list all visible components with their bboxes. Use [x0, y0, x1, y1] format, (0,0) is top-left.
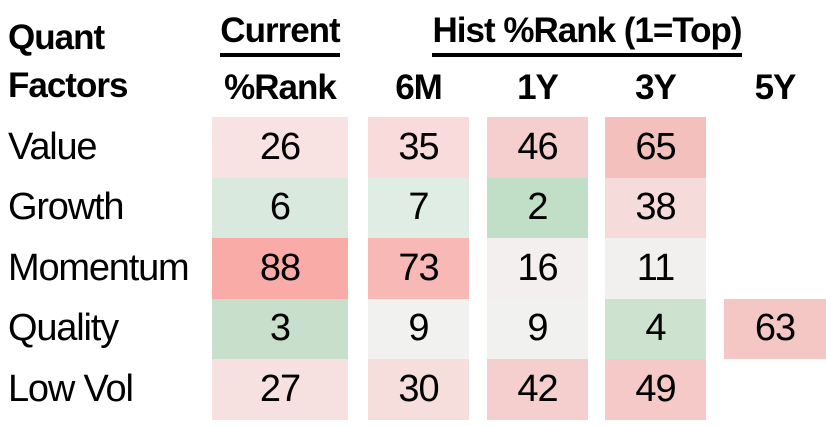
heatmap-cell-quality-6m: 9 [368, 298, 469, 359]
heatmap-cell-growth-1y: 2 [487, 177, 588, 238]
heatmap-cell-momentum-6m: 73 [368, 238, 469, 299]
heatmap-cell-momentum-current: 88 [212, 238, 348, 299]
heatmap-cell-momentum-1y: 16 [487, 238, 588, 299]
heatmap-cell-quality-1y: 9 [487, 298, 588, 359]
heatmap-cell-growth-3y: 38 [605, 177, 706, 238]
heatmap-cell-lowvol-current: 27 [212, 359, 348, 420]
heatmap-cell-value-1y: 46 [487, 117, 588, 178]
row-label-growth: Growth [8, 186, 124, 229]
heatmap-cell-value-current: 26 [212, 117, 348, 178]
column-current-percent-rank: 26 6 88 3 27 [212, 117, 348, 420]
column-5y: 63 [724, 117, 826, 359]
heatmap-cell-lowvol-1y: 42 [487, 359, 588, 420]
column-group-current-label: Current [220, 11, 341, 57]
heatmap-cell-lowvol-3y: 49 [605, 359, 706, 420]
column-1y: 46 2 16 9 42 [487, 117, 588, 420]
table-title-line2: Factors [8, 66, 128, 105]
heatmap-cell-quality-3y: 4 [605, 298, 706, 359]
column-6m: 35 7 73 9 30 [368, 117, 469, 420]
row-label-momentum: Momentum [8, 246, 190, 289]
heatmap-cell-growth-current: 6 [212, 177, 348, 238]
row-label-low-vol: Low Vol [8, 367, 134, 410]
column-group-current: Current [206, 11, 354, 57]
col-header-3y: 3Y [635, 68, 677, 107]
column-group-hist: Hist %Rank (1=Top) [412, 11, 762, 57]
col-header-6m: 6M [395, 68, 443, 107]
col-header-current-percent-rank: %Rank [224, 68, 337, 107]
heatmap-cell-lowvol-6m: 30 [368, 359, 469, 420]
heatmap-cell-momentum-3y: 11 [605, 238, 706, 299]
heatmap-cell-growth-6m: 7 [368, 177, 469, 238]
table-title-line1: Quant [8, 18, 105, 57]
heatmap-cell-quality-5y: 63 [724, 298, 826, 359]
heatmap-cell-quality-current: 3 [212, 298, 348, 359]
col-header-1y: 1Y [517, 68, 559, 107]
column-group-hist-label: Hist %Rank (1=Top) [432, 11, 743, 57]
heatmap-cell-value-3y: 65 [605, 117, 706, 178]
heatmap-cell-value-6m: 35 [368, 117, 469, 178]
column-3y: 65 38 11 4 49 [605, 117, 706, 420]
row-label-quality: Quality [8, 307, 119, 350]
col-header-5y: 5Y [754, 68, 797, 107]
row-label-value: Value [8, 125, 98, 168]
